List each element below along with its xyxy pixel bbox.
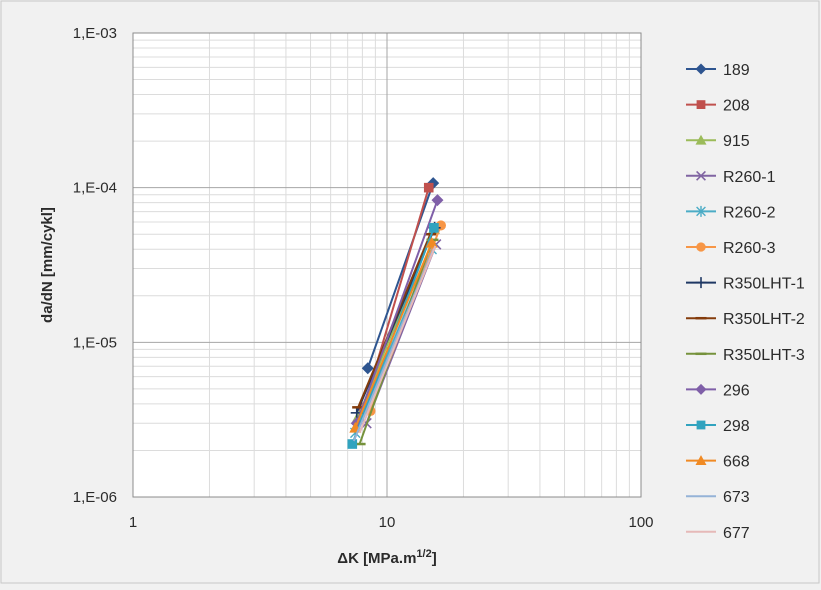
legend-entry: 673 bbox=[686, 489, 750, 506]
marker-diamond bbox=[361, 362, 374, 375]
marker-plus bbox=[695, 277, 707, 289]
x-tick-label: 100 bbox=[628, 514, 653, 531]
legend-label: 208 bbox=[723, 98, 750, 115]
legend-label: R260-2 bbox=[723, 204, 776, 221]
legend-entry: 296 bbox=[686, 382, 750, 399]
square-marker bbox=[696, 100, 706, 109]
series-line bbox=[358, 245, 437, 434]
x-marker-stroke bbox=[696, 170, 706, 181]
marker-x bbox=[696, 170, 706, 181]
legend-label: 296 bbox=[723, 382, 750, 399]
marker-triangle bbox=[695, 134, 707, 145]
legend-label: 677 bbox=[723, 525, 750, 542]
legend-entry: R260-3 bbox=[686, 240, 776, 257]
legend-entry: R350LHT-2 bbox=[686, 311, 805, 328]
x-tick-label: 10 bbox=[379, 514, 396, 531]
legend-entry: 189 bbox=[686, 62, 750, 79]
marker-diamond bbox=[695, 383, 707, 395]
legend-label: R350LHT-2 bbox=[723, 311, 805, 328]
marker-diamond bbox=[695, 63, 707, 75]
x-axis-title-end: ] bbox=[432, 550, 437, 567]
series-line bbox=[355, 199, 439, 424]
marker-square bbox=[347, 439, 358, 449]
legend-entry: 677 bbox=[686, 525, 750, 542]
marker-square bbox=[423, 182, 434, 193]
legend-label: R350LHT-1 bbox=[723, 276, 805, 293]
x-axis-title-main: ΔK [MPa.m bbox=[337, 550, 416, 567]
legend-label: R350LHT-3 bbox=[723, 347, 805, 364]
diamond-marker bbox=[695, 63, 707, 75]
legend-entry: R350LHT-1 bbox=[686, 276, 805, 293]
legend-label: 915 bbox=[723, 133, 750, 150]
legend-label: R260-3 bbox=[723, 240, 776, 257]
circle-marker bbox=[696, 242, 706, 252]
legend-entry: R350LHT-3 bbox=[686, 347, 805, 364]
marker-square bbox=[696, 100, 706, 109]
legend-label: 673 bbox=[723, 489, 750, 506]
square-marker bbox=[423, 182, 434, 193]
legend: 189 208 915 R260-1 R260-2 R260-3 R350LHT-1 R350… bbox=[686, 62, 805, 542]
series-line bbox=[352, 248, 435, 442]
diamond-marker bbox=[695, 383, 707, 395]
series-group bbox=[347, 177, 446, 449]
x-tick-label: 1 bbox=[129, 514, 137, 531]
y-tick-label: 1,E-03 bbox=[73, 25, 117, 42]
marker-square bbox=[696, 420, 706, 430]
series-line bbox=[366, 182, 435, 369]
marker-diamond bbox=[431, 194, 444, 207]
legend-entry: 298 bbox=[686, 418, 750, 435]
marker-square bbox=[429, 223, 439, 233]
diamond-marker bbox=[361, 362, 374, 375]
triangle-marker bbox=[695, 455, 707, 465]
y-tick-label: 1,E-06 bbox=[73, 489, 117, 506]
legend-label: 668 bbox=[723, 454, 750, 471]
legend-label: 298 bbox=[723, 418, 750, 435]
marker-circle bbox=[696, 242, 706, 252]
series-673 bbox=[352, 248, 435, 442]
square-marker bbox=[347, 439, 358, 449]
axes: 1 10 100 1,E-06 1,E-05 1,E-04 1,E-03 ΔK [MPa.m1… bbox=[39, 25, 654, 567]
x-axis-title-superscript: 1/2 bbox=[416, 548, 431, 560]
series-677 bbox=[358, 245, 437, 434]
legend-entry: 208 bbox=[686, 98, 750, 115]
y-tick-label: 1,E-05 bbox=[73, 334, 117, 351]
legend-entry: 668 bbox=[686, 454, 750, 471]
plot-border bbox=[132, 32, 642, 498]
y-tick-label: 1,E-04 bbox=[73, 180, 117, 197]
square-marker bbox=[696, 420, 706, 430]
diamond-marker bbox=[431, 194, 444, 207]
marker-star bbox=[696, 205, 706, 217]
marker-triangle bbox=[425, 236, 438, 248]
legend-entry: R260-2 bbox=[686, 204, 776, 221]
legend-label: 189 bbox=[723, 62, 750, 79]
marker-triangle bbox=[695, 455, 707, 465]
plot-area bbox=[132, 32, 642, 498]
y-axis-title: da/dN [mm/cykl] bbox=[39, 207, 56, 323]
legend-label: R260-1 bbox=[723, 169, 776, 186]
series-line bbox=[354, 242, 433, 429]
legend-entry: 915 bbox=[686, 133, 750, 150]
x-axis-title: ΔK [MPa.m1/2] bbox=[337, 548, 436, 567]
series-189 bbox=[361, 177, 440, 375]
triangle-marker bbox=[425, 236, 438, 248]
square-marker bbox=[429, 223, 439, 233]
legend-entry: R260-1 bbox=[686, 169, 776, 186]
triangle-marker bbox=[695, 134, 707, 145]
